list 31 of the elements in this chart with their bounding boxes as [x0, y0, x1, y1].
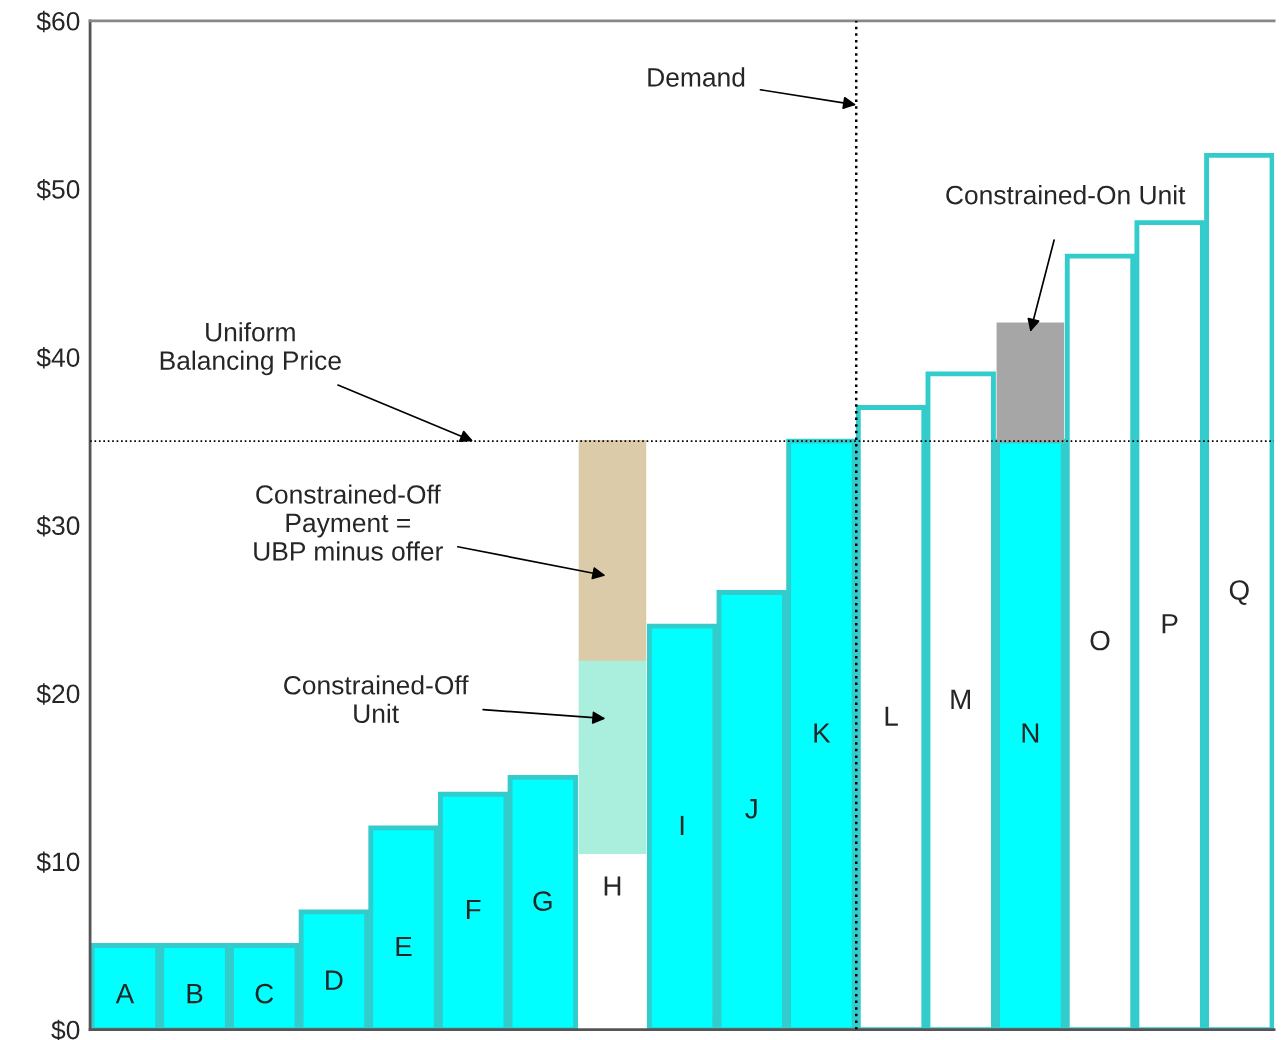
x-tick-label: F	[466, 899, 481, 920]
x-tick-label: H	[604, 876, 621, 896]
x-tick-label: Q	[1229, 580, 1249, 605]
y-tick-label: $20	[36, 683, 80, 705]
y-tick-label: $0	[51, 1019, 80, 1040]
x-tick-label: C	[255, 983, 274, 1004]
x-tick-label: O	[1090, 630, 1110, 651]
x-tick-label: M	[951, 689, 970, 709]
y-tick-label: $50	[36, 178, 80, 201]
x-tick-label: E	[396, 936, 412, 957]
y-tick-label: $60	[36, 10, 80, 33]
y-tick-label: $10	[36, 851, 80, 873]
annotation: Constrained-Off Unit	[284, 675, 469, 724]
bar	[996, 322, 1065, 443]
ref-line-label: Uniform Balancing Price	[160, 322, 341, 376]
annotation: Constrained-On Unit	[946, 185, 1186, 205]
x-tick-label: N	[1022, 723, 1039, 743]
x-tick-label: G	[533, 891, 552, 911]
bar	[578, 440, 647, 661]
x-tick-label: K	[814, 723, 831, 743]
x-tick-label: D	[326, 970, 343, 990]
y-tick-label: $30	[36, 515, 80, 537]
x-tick-label: A	[115, 984, 135, 1004]
x-tick-label: I	[680, 815, 684, 836]
x-tick-label: P	[1162, 614, 1178, 634]
annotation: Constrained-Off Payment = UBP minus offer	[254, 484, 443, 561]
x-tick-label: B	[187, 984, 203, 1004]
x-tick-label: L	[885, 706, 898, 726]
annotation: Demand	[648, 67, 745, 87]
y-tick-label: $40	[36, 347, 80, 369]
x-tick-label: J	[745, 799, 757, 819]
